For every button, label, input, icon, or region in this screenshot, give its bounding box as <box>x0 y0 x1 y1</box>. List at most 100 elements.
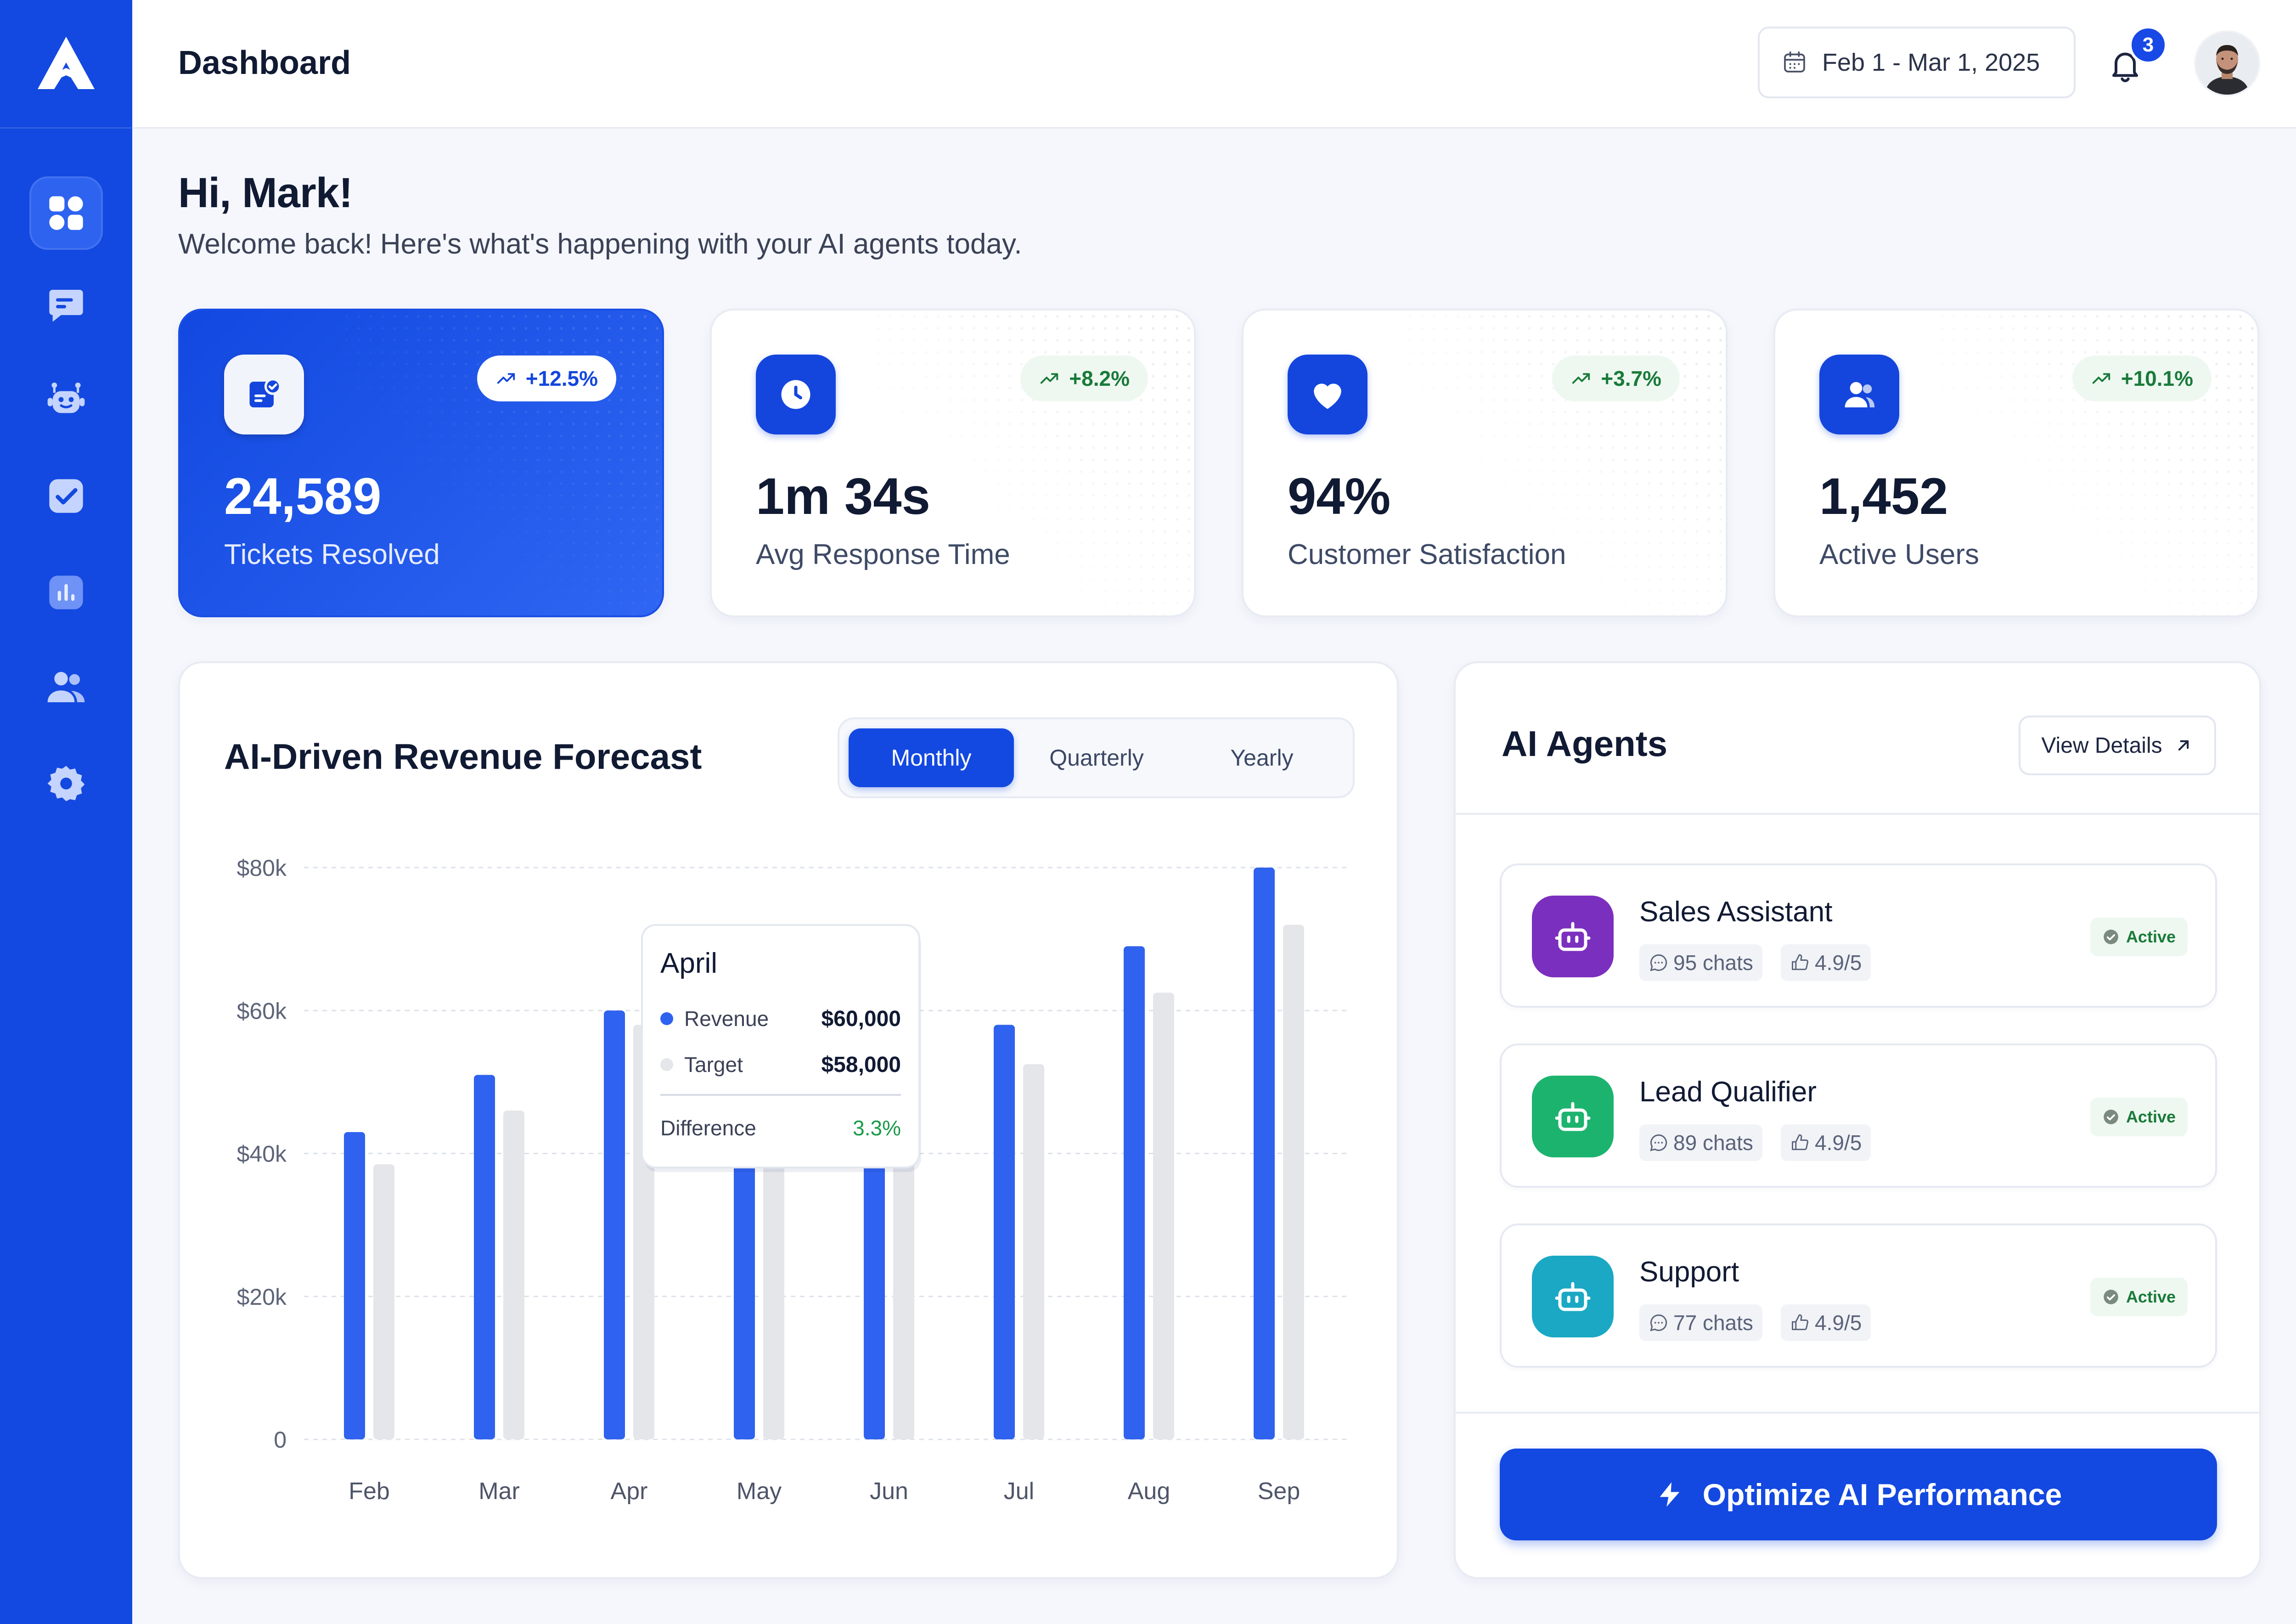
ticket-check-icon <box>224 355 304 434</box>
logo-icon <box>38 36 95 89</box>
chat-bubble-icon <box>1650 1134 1667 1151</box>
revenue-forecast-panel: AI-Driven Revenue Forecast Monthly Quart… <box>178 661 1399 1579</box>
revenue-bar <box>604 1010 625 1439</box>
tooltip-revenue-label: Revenue <box>684 1007 769 1031</box>
robot-icon <box>1532 896 1614 977</box>
trend-badge: +8.2% <box>1020 355 1148 401</box>
agent-name: Sales Assistant <box>1639 896 1833 928</box>
stat-label: Customer Satisfaction <box>1288 539 1566 570</box>
heart-icon <box>1288 355 1367 434</box>
thumbs-up-icon <box>1792 1314 1808 1331</box>
check-circle-icon <box>2104 1290 2118 1304</box>
x-tick-label: Mar <box>478 1478 520 1505</box>
trend-up-icon <box>1572 373 1590 384</box>
rating-chip: 4.9/5 <box>1781 1304 1871 1341</box>
sidebar-item-chats[interactable] <box>29 268 103 342</box>
view-details-button[interactable]: View Details <box>2019 716 2216 775</box>
sidebar-item-users[interactable] <box>29 650 103 724</box>
tab-quarterly[interactable]: Quarterly <box>1049 745 1144 771</box>
tooltip-difference-value: 3.3% <box>853 1116 901 1140</box>
x-tick-label: May <box>737 1478 782 1505</box>
stat-value: 94% <box>1288 468 1391 525</box>
target-bar <box>1283 925 1304 1439</box>
chats-chip: 77 chats <box>1639 1304 1762 1341</box>
check-circle-icon <box>2104 1110 2118 1124</box>
calendar-icon <box>1784 51 1805 73</box>
chats-chip: 89 chats <box>1639 1124 1762 1161</box>
check-circle-icon <box>2104 930 2118 944</box>
trend-up-icon <box>2092 373 2110 384</box>
agent-name: Support <box>1639 1256 1739 1288</box>
stat-value: 1,452 <box>1819 468 1948 525</box>
top-header: Dashboard Feb 1 - Mar 1, 2025 3 <box>132 0 2296 129</box>
bar-chart-icon <box>49 575 83 609</box>
target-bar <box>373 1164 394 1439</box>
date-range-picker[interactable]: Feb 1 - Mar 1, 2025 <box>1758 27 2076 98</box>
x-tick-label: Apr <box>611 1478 648 1505</box>
tooltip-difference-label: Difference <box>660 1116 756 1140</box>
status-badge: Active <box>2090 1278 2188 1316</box>
stat-label: Active Users <box>1819 539 1979 570</box>
target-bar <box>763 1117 784 1439</box>
chat-icon <box>49 290 83 322</box>
sidebar-item-settings[interactable] <box>29 747 103 820</box>
revenue-bar <box>1254 868 1275 1439</box>
trend-badge: +10.1% <box>2072 355 2212 401</box>
clock-icon <box>756 355 836 434</box>
tooltip-target-value: $58,000 <box>821 1053 901 1077</box>
notification-badge: 3 <box>2129 26 2167 64</box>
y-tick-label: 0 <box>274 1427 287 1453</box>
tab-yearly[interactable]: Yearly <box>1230 745 1294 771</box>
sidebar <box>0 0 132 1624</box>
y-tick-label: $60k <box>237 998 287 1024</box>
agent-card-support[interactable]: Support 77 chats 4.9/5 Active <box>1500 1224 2217 1368</box>
sidebar-item-tasks[interactable] <box>29 459 103 533</box>
sidebar-item-dashboard[interactable] <box>29 176 103 250</box>
page-title: Dashboard <box>178 45 351 81</box>
revenue-dot <box>660 1012 673 1025</box>
tab-monthly[interactable]: Monthly <box>849 728 1014 787</box>
chart-tooltip: April Revenue $60,000 Target $58,000 Differen… <box>641 924 921 1172</box>
agent-card-lead-qualifier[interactable]: Lead Qualifier 89 chats 4.9/5 Active <box>1500 1043 2217 1188</box>
y-tick-label: $80k <box>237 855 287 881</box>
stat-card-satisfaction[interactable]: +3.7% 94% Customer Satisfaction <box>1242 309 1728 617</box>
x-tick-label: Feb <box>349 1478 390 1505</box>
date-range-label: Feb 1 - Mar 1, 2025 <box>1822 49 2040 76</box>
sidebar-item-analytics[interactable] <box>29 556 103 629</box>
target-bar <box>893 1096 914 1439</box>
revenue-bar <box>994 1025 1015 1439</box>
revenue-bar-chart: 0 $20k $40k $60k $80k Feb Mar Apr May Jun Jul Aug Se… <box>237 855 1346 1505</box>
robot-icon <box>1532 1256 1614 1337</box>
thumbs-up-icon <box>1792 1134 1808 1150</box>
users-icon <box>1819 355 1899 434</box>
rating-chip: 4.9/5 <box>1781 1124 1871 1161</box>
sidebar-item-agents[interactable] <box>29 363 103 436</box>
bell-icon[interactable] <box>2107 44 2144 85</box>
status-badge: Active <box>2090 1098 2188 1136</box>
stat-card-tickets[interactable]: +12.5% 24,589 Tickets Resolved <box>178 309 664 617</box>
lightning-icon <box>1660 1482 1680 1507</box>
rating-chip: 4.9/5 <box>1781 944 1871 981</box>
stat-card-active-users[interactable]: +10.1% 1,452 Active Users <box>1773 309 2259 617</box>
avatar[interactable] <box>2194 30 2260 96</box>
agents-title: AI Agents <box>1502 723 1668 764</box>
trend-up-icon <box>497 373 515 384</box>
stat-card-response-time[interactable]: +8.2% 1m 34s Avg Response Time <box>710 309 1196 617</box>
stat-label: Tickets Resolved <box>224 539 440 570</box>
tooltip-target-label: Target <box>684 1053 743 1077</box>
users-icon <box>47 672 85 702</box>
revenue-bar <box>1124 946 1145 1439</box>
agent-name: Lead Qualifier <box>1639 1076 1817 1108</box>
app-logo[interactable] <box>0 0 132 129</box>
trend-badge: +12.5% <box>477 355 616 401</box>
y-tick-label: $40k <box>237 1141 287 1167</box>
x-tick-label: Jun <box>870 1478 908 1505</box>
target-bar <box>503 1111 524 1439</box>
agent-card-sales-assistant[interactable]: Sales Assistant 95 chats 4.9/5 Active <box>1500 863 2217 1008</box>
greeting-subtitle: Welcome back! Here's what's happening wi… <box>178 228 1022 260</box>
optimize-ai-performance-button[interactable]: Optimize AI Performance <box>1500 1449 2217 1540</box>
revenue-bar <box>474 1075 495 1439</box>
status-badge: Active <box>2090 918 2188 956</box>
target-dot <box>660 1058 673 1071</box>
revenue-bar <box>344 1132 365 1439</box>
